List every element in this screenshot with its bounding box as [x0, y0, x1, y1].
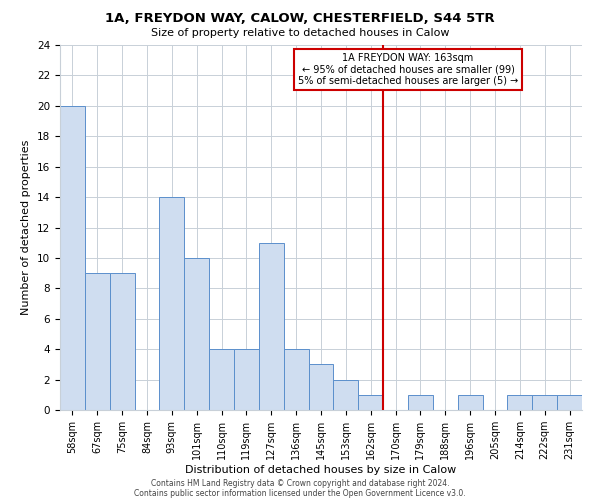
Text: 1A, FREYDON WAY, CALOW, CHESTERFIELD, S44 5TR: 1A, FREYDON WAY, CALOW, CHESTERFIELD, S4…	[105, 12, 495, 26]
Bar	[85, 273, 110, 410]
Bar	[110, 273, 134, 410]
X-axis label: Distribution of detached houses by size in Calow: Distribution of detached houses by size …	[185, 465, 457, 475]
Bar	[284, 349, 308, 410]
Bar	[358, 395, 383, 410]
Bar	[234, 349, 259, 410]
Bar	[60, 106, 85, 410]
Bar	[408, 395, 433, 410]
Bar	[334, 380, 358, 410]
Text: 1A FREYDON WAY: 163sqm
← 95% of detached houses are smaller (99)
5% of semi-deta: 1A FREYDON WAY: 163sqm ← 95% of detached…	[298, 52, 518, 86]
Bar	[458, 395, 482, 410]
Bar	[557, 395, 582, 410]
Bar	[259, 242, 284, 410]
Text: Contains HM Land Registry data © Crown copyright and database right 2024.: Contains HM Land Registry data © Crown c…	[151, 478, 449, 488]
Text: Contains public sector information licensed under the Open Government Licence v3: Contains public sector information licen…	[134, 488, 466, 498]
Text: Size of property relative to detached houses in Calow: Size of property relative to detached ho…	[151, 28, 449, 38]
Y-axis label: Number of detached properties: Number of detached properties	[22, 140, 31, 315]
Bar	[160, 197, 184, 410]
Bar	[184, 258, 209, 410]
Bar	[508, 395, 532, 410]
Bar	[532, 395, 557, 410]
Bar	[308, 364, 334, 410]
Bar	[209, 349, 234, 410]
